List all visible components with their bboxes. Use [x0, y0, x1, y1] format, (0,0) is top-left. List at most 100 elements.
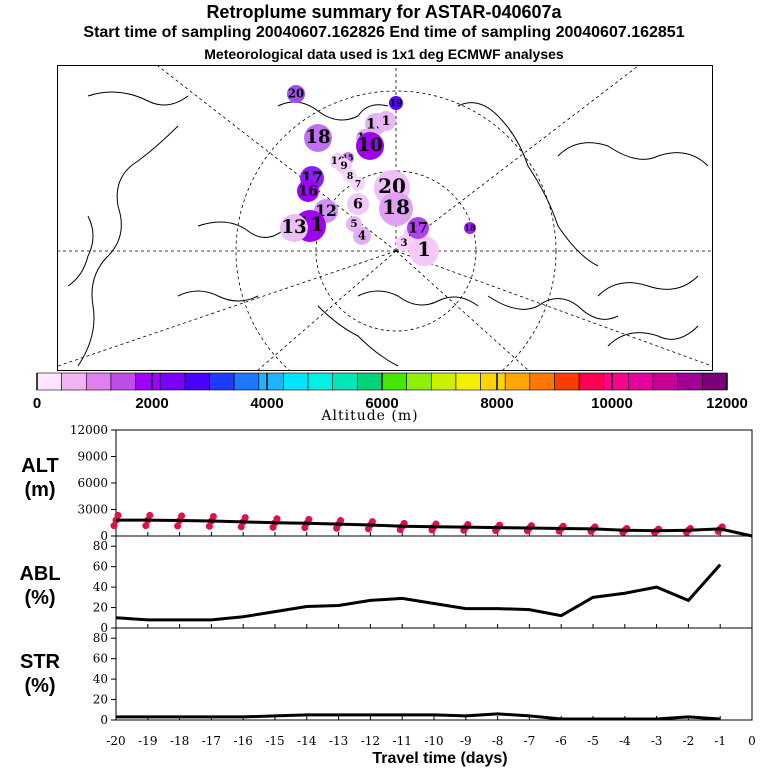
colorbar-cell	[258, 372, 284, 391]
y-tick-label: 80	[93, 631, 108, 645]
met-data-note: Meteorological data used is 1x1 deg ECMW…	[204, 46, 564, 62]
alt-scatter-point	[174, 522, 182, 530]
trajectory-marker-label: 7	[355, 179, 361, 190]
colorbar-tick-label: 12000	[706, 395, 748, 412]
y-tick-label: 12000	[70, 425, 108, 437]
x-tick-label: -15	[265, 734, 284, 748]
x-tick-label: -17	[202, 734, 221, 748]
trajectory-marker	[409, 236, 439, 266]
trajectory-marker-label: 16	[298, 183, 318, 199]
colorbar-cell	[332, 372, 358, 391]
x-tick-label: -12	[361, 734, 380, 748]
colorbar-tick-label: 10000	[591, 395, 633, 412]
x-tick-label: -20	[106, 734, 125, 748]
trajectory-marker-label: 1	[381, 114, 390, 129]
str-label-name: STR	[20, 651, 60, 673]
x-tick-label: -14	[297, 734, 317, 748]
sampling-times: Start time of sampling 20040607.162826 E…	[83, 24, 685, 41]
trajectory-marker	[297, 180, 319, 202]
alt-scatter-point	[305, 515, 313, 523]
trajectory-marker-label: 5	[350, 218, 357, 230]
trajectory-marker-label: 18	[305, 127, 330, 148]
colorbar-cell	[307, 372, 334, 391]
colorbar-cell	[283, 372, 309, 391]
alt-scatter-point	[114, 511, 122, 519]
y-tick-label: 60	[93, 652, 108, 666]
trajectory-marker-label: 8	[347, 171, 353, 182]
alt-scatter-point	[205, 522, 213, 530]
trajectory-marker	[376, 111, 396, 131]
chart-title: Retroplume summary for ASTAR-040607a	[206, 2, 562, 22]
alt-scatter-point	[146, 511, 154, 519]
colorbar-cell	[455, 372, 481, 391]
x-tick-label: -13	[329, 734, 348, 748]
str-panel-label: STR (%)	[10, 650, 70, 698]
trajectory-marker-label: 6	[353, 196, 363, 212]
trajectory-marker-label: 1	[417, 238, 431, 261]
colorbar-cell	[504, 372, 531, 391]
alt-scatter-point	[273, 515, 281, 523]
colorbar-cell	[233, 372, 260, 391]
abl-panel-label: ABL (%)	[10, 562, 70, 610]
abl-label-unit: (%)	[24, 587, 56, 609]
panel-frame	[115, 627, 753, 721]
y-tick-label: 80	[93, 539, 108, 553]
trajectory-marker-label: 18	[382, 195, 410, 219]
colorbar-cell	[652, 372, 679, 391]
trajectory-marker	[353, 227, 371, 245]
x-tick-label: -4	[619, 734, 631, 748]
colorbar-cell	[110, 372, 136, 391]
y-tick-label: 0	[100, 621, 108, 635]
trajectory-marker-label: 18	[464, 222, 476, 232]
trajectory-marker-label: 17	[408, 220, 428, 236]
x-tick-label: -6	[555, 734, 567, 748]
y-tick-label: 9000	[77, 450, 108, 464]
x-tick-label: -5	[587, 734, 599, 748]
trajectory-marker	[379, 192, 413, 226]
trajectory-marker	[464, 222, 476, 234]
alt-scatter-point	[178, 512, 186, 520]
trajectory-marker-label: 4	[358, 229, 366, 243]
colorbar-cell	[603, 372, 629, 391]
trajectory-marker-label: 9	[340, 160, 347, 172]
alt-label-unit: (m)	[24, 479, 56, 501]
str-label-unit: (%)	[24, 675, 56, 697]
alt-panel-label: ALT (m)	[10, 454, 70, 502]
colorbar-cell	[406, 372, 432, 391]
trajectory-marker	[287, 85, 305, 103]
alt-scatter-point	[209, 512, 217, 520]
trajectory-marker-label: 13	[281, 217, 306, 238]
x-tick-label: -8	[492, 734, 504, 748]
y-tick-label: 40	[93, 672, 108, 686]
colorbar-cell	[529, 372, 555, 391]
colorbar-cell	[184, 372, 210, 391]
trajectory-marker-label: 20	[288, 87, 304, 101]
panel-1: 0 20 40 60 80	[93, 535, 753, 635]
colorbar-tick-label: 2000	[135, 395, 168, 412]
trajectory-marker	[356, 132, 384, 160]
colorbar-cell	[61, 372, 87, 391]
colorbar-cells	[36, 372, 728, 391]
y-tick-label: 20	[93, 693, 108, 707]
colorbar-tick-label: 6000	[365, 395, 398, 412]
colorbar-cell	[85, 372, 112, 391]
colorbar-tick-label: 4000	[250, 395, 283, 412]
colorbar-tick-label: 8000	[480, 395, 513, 412]
altitude-colorbar: 0 2000 4000 6000 8000 10000 12000	[33, 372, 748, 412]
trajectory-marker	[347, 193, 369, 215]
colorbar-cell	[357, 372, 383, 391]
colorbar-tick-labels: 0 2000 4000 6000 8000 10000 12000	[33, 373, 748, 412]
x-tick-label: -1	[714, 734, 726, 748]
y-tick-label: 0	[100, 529, 108, 543]
colorbar-cell	[135, 372, 161, 391]
colorbar-cell	[677, 372, 703, 391]
map-coastlines	[67, 91, 709, 367]
colorbar-axis-label: Altitude (m)	[321, 408, 419, 424]
alt-scatter-point	[368, 518, 376, 526]
colorbar-cell	[430, 372, 457, 391]
x-tick-label: -19	[138, 734, 157, 748]
colorbar-cell	[554, 372, 580, 391]
timeseries-panels: 030006000900012000020406080020406080-20-…	[70, 425, 756, 748]
y-tick-label: 6000	[77, 476, 108, 490]
colorbar-cell	[36, 372, 62, 391]
